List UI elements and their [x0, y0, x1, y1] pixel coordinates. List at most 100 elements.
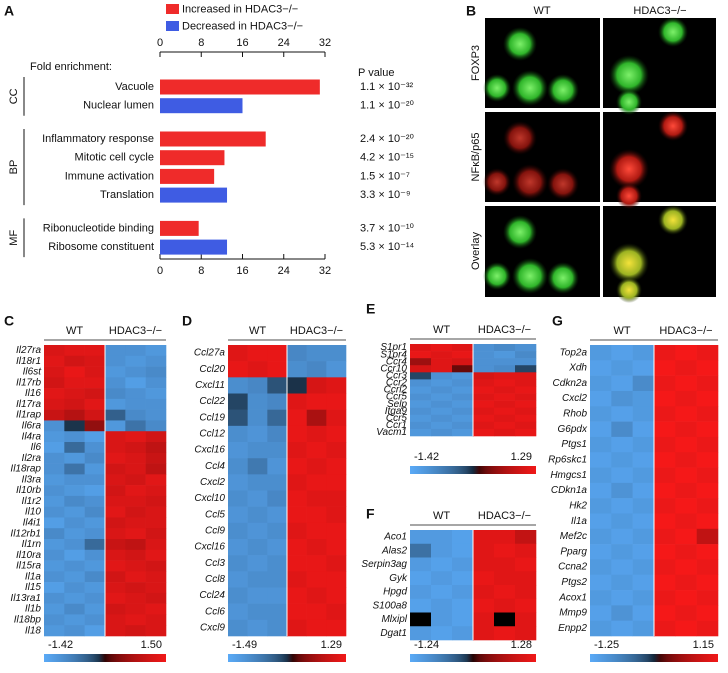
- row-label: Serpin3ag: [361, 559, 407, 570]
- heatmap-cell: [515, 351, 537, 359]
- heatmap-cell: [452, 365, 474, 373]
- heatmap-cell: [494, 626, 516, 641]
- heatmap-cell: [452, 386, 474, 394]
- heatmap-cell: [125, 388, 146, 400]
- heatmap-cell: [452, 407, 474, 416]
- x-tick-label: 24: [278, 37, 290, 49]
- heatmap-cell: [654, 421, 676, 438]
- heatmap-cell: [452, 379, 474, 387]
- heatmap-cell: [105, 377, 126, 389]
- heatmap-cell: [125, 603, 146, 615]
- colorbar-label: -1.42: [414, 451, 439, 463]
- heatmap-cell: [494, 414, 516, 423]
- heatmap-cell: [125, 571, 146, 583]
- row-label: FOXP3: [470, 45, 482, 81]
- row-label: Ccr10: [380, 363, 407, 374]
- heatmap-cell: [267, 425, 288, 443]
- heatmap-cell: [105, 355, 126, 367]
- heatmap-cell: [611, 605, 633, 621]
- p-value: 5.3 × 10⁻¹⁴: [360, 241, 415, 253]
- heatmap-cell: [145, 388, 167, 400]
- heatmap-cell: [105, 442, 126, 454]
- heatmap-cell: [431, 344, 453, 352]
- heatmap-cell: [306, 425, 327, 443]
- heatmap-cell: [452, 612, 474, 627]
- category-label: Inflammatory response: [42, 133, 154, 145]
- row-label: Il1rn: [22, 539, 42, 550]
- heatmap-cell: [611, 360, 633, 376]
- heatmap-cell: [84, 345, 106, 357]
- row-label: CDkn1a: [551, 485, 588, 496]
- category-label: Mitotic cell cycle: [75, 152, 154, 164]
- bar: [160, 220, 199, 236]
- heatmap-cell: [473, 598, 495, 613]
- heatmap-cell: [84, 452, 106, 464]
- heatmap-cell: [494, 344, 516, 352]
- heatmap-cell: [515, 344, 537, 352]
- p-value: 3.3 × 10⁻⁹: [360, 189, 411, 201]
- panel-letter: E: [366, 301, 375, 317]
- heatmap-cell: [654, 513, 676, 530]
- heatmap-cell: [654, 467, 676, 484]
- heatmap-cell: [84, 420, 106, 432]
- heatmap-cell: [145, 431, 167, 443]
- heatmap-cell: [494, 428, 516, 437]
- row-label: Ccl27a: [194, 348, 226, 359]
- heatmap-cell: [44, 614, 65, 626]
- heatmap-cell: [287, 361, 307, 378]
- heatmap-cell: [44, 625, 65, 637]
- heatmap-cell: [696, 605, 719, 621]
- heatmap-cell: [494, 571, 516, 586]
- group-label: CC: [8, 88, 20, 104]
- heatmap-cell: [494, 372, 516, 380]
- heatmap-cell: [590, 605, 612, 621]
- row-label: Il18bp: [14, 614, 42, 625]
- heatmap-cell: [632, 452, 655, 468]
- row-label: Overlay: [470, 232, 482, 270]
- heatmap-cell: [410, 407, 432, 416]
- heatmap-cell: [64, 355, 85, 367]
- heatmap-cell: [590, 406, 612, 422]
- heatmap-cell: [84, 625, 106, 637]
- heatmap-cell: [611, 375, 633, 392]
- heatmap-cell: [145, 506, 167, 518]
- heatmap-cell: [431, 358, 453, 366]
- heatmap-cell: [494, 421, 516, 430]
- colorbar-label: 1.50: [141, 639, 162, 651]
- heatmap-cell: [247, 571, 268, 588]
- heatmap-cell: [611, 345, 633, 361]
- heatmap-cell: [473, 400, 495, 408]
- x-tick-label: 32: [319, 265, 331, 277]
- heatmap-cell: [64, 409, 85, 421]
- category-label: Ribonucleotide binding: [43, 222, 154, 234]
- heatmap-cell: [125, 517, 146, 529]
- panel-letter: B: [466, 3, 476, 19]
- heatmap-cell: [675, 574, 697, 591]
- bar: [160, 168, 215, 184]
- heatmap-cell: [611, 574, 633, 591]
- heatmap-cell: [145, 420, 167, 432]
- heatmap-cell: [44, 409, 65, 421]
- heatmap-cell: [84, 485, 106, 497]
- heatmap-cell: [306, 393, 327, 410]
- heatmap-cell: [64, 614, 85, 626]
- row-label: NFκB/p65: [470, 133, 482, 182]
- heatmap-cell: [473, 414, 495, 423]
- heatmap-cell: [326, 571, 347, 588]
- heatmap-cell: [84, 528, 106, 540]
- heatmap-cell: [228, 474, 248, 491]
- heatmap-cell: [431, 372, 453, 380]
- heatmap-cell: [267, 555, 288, 572]
- heatmap-cell: [632, 590, 655, 606]
- heatmap-cell: [105, 420, 126, 432]
- heatmap-cell: [105, 495, 126, 507]
- heatmap-cell: [515, 372, 537, 380]
- row-label: Ccrl2: [384, 385, 408, 396]
- heatmap-cell: [611, 436, 633, 453]
- heatmap-cell: [44, 539, 65, 551]
- heatmap-cell: [84, 398, 106, 410]
- heatmap-cell: [125, 474, 146, 486]
- heatmap-cell: [654, 406, 676, 422]
- heatmap-cell: [306, 458, 327, 475]
- heatmap-cell: [590, 452, 612, 468]
